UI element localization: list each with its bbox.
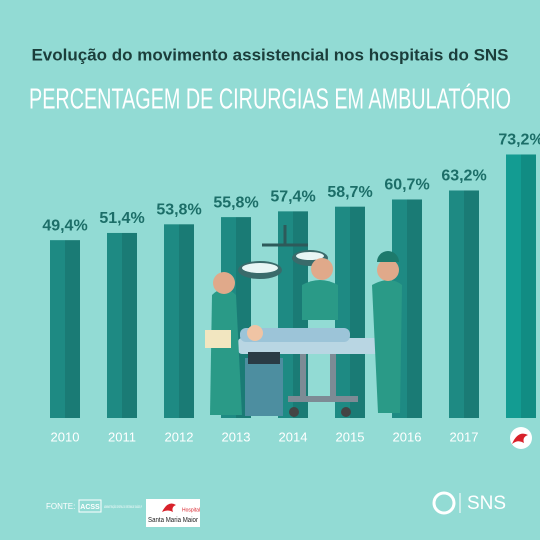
- x-tick-label: 2016: [393, 429, 422, 444]
- bar-shade: [521, 154, 536, 419]
- value-label: 53,8%: [156, 202, 201, 219]
- value-label: 73,2%: [498, 132, 540, 149]
- source-label: FONTE:: [46, 502, 75, 511]
- value-label: 63,2%: [441, 168, 486, 185]
- value-label: 51,4%: [99, 210, 144, 227]
- bar: [449, 190, 479, 418]
- value-label: 57,4%: [270, 189, 315, 206]
- x-tick-label: 2010: [51, 429, 80, 444]
- value-label: 49,4%: [42, 217, 87, 234]
- illustration: [205, 225, 402, 417]
- x-tick-label: 2011: [108, 429, 136, 444]
- x-tick-label: 2014: [279, 429, 308, 444]
- bar-shade: [407, 199, 422, 418]
- value-label: 55,8%: [213, 194, 258, 211]
- hospital-logo-box: [146, 499, 200, 527]
- x-tick-label: 2013: [222, 429, 251, 444]
- bar-shade: [179, 224, 194, 418]
- chart-subtitle: Evolução do movimento assistencial nos h…: [31, 45, 508, 64]
- hospital-small: Hospital: [182, 507, 200, 513]
- sns-logo: [432, 491, 456, 515]
- acss-logo: ACSS: [80, 504, 100, 511]
- value-label: 58,7%: [327, 184, 372, 201]
- value-label: 60,7%: [384, 177, 429, 194]
- bar: [107, 232, 137, 418]
- bar: [335, 206, 365, 418]
- acss-box: [78, 499, 102, 513]
- x-tick-label: 2017: [450, 429, 479, 444]
- bar-shade: [122, 232, 137, 418]
- bar: [50, 240, 80, 418]
- sns-text: SNS: [467, 493, 506, 514]
- bar: [164, 224, 194, 418]
- hospital-icon: [510, 427, 532, 449]
- bar-shade: [350, 206, 365, 418]
- x-tick-label: 2012: [165, 429, 194, 444]
- chart-title: PERCENTAGEM DE CIRURGIAS EM AMBULATÓRIO: [29, 83, 511, 116]
- bar-shade: [65, 240, 80, 418]
- acss-name: ADMINISTRAÇÃO CENTRAL DO SISTEMA DE SAÚD…: [104, 504, 142, 509]
- x-tick-label: 2015: [336, 429, 365, 444]
- bar-shade: [464, 190, 479, 418]
- hospital-name: Santa Maria Maior: [148, 517, 199, 524]
- hospital-logo-mark: [162, 503, 176, 512]
- bar: [506, 154, 536, 419]
